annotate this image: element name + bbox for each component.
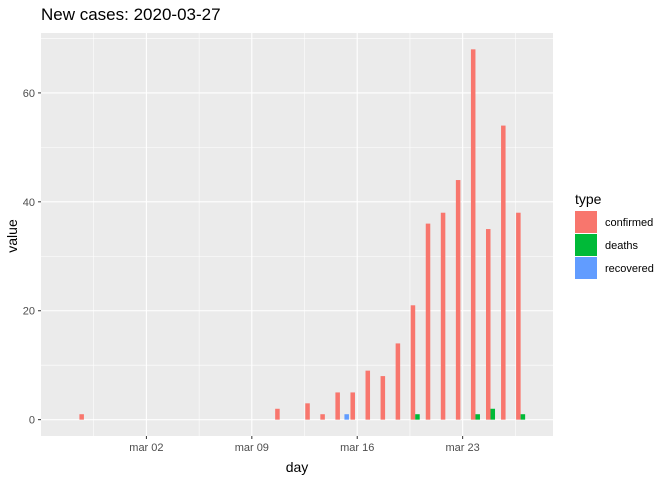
bar-confirmed: [380, 376, 386, 420]
legend: type confirmed deaths recovered: [575, 191, 654, 279]
bar-recovered: [344, 414, 349, 420]
legend-label-confirmed: confirmed: [605, 217, 653, 229]
chart-title: New cases: 2020-03-27: [41, 5, 221, 24]
legend-key-confirmed: [575, 211, 597, 233]
legend-label-deaths: deaths: [605, 240, 639, 252]
bar-confirmed: [79, 414, 84, 420]
x-axis: mar 02 mar 09 mar 16 mar 23: [129, 436, 480, 454]
bar-confirmed: [305, 403, 310, 420]
bar-confirmed: [410, 305, 416, 420]
legend-key-recovered: [575, 257, 597, 279]
y-axis: 0 20 40 60: [23, 88, 41, 427]
bar-deaths: [415, 414, 420, 420]
x-tick-label: mar 09: [235, 442, 269, 454]
bar-confirmed: [516, 212, 521, 420]
bar-confirmed: [501, 125, 506, 420]
plot-panel: [41, 33, 553, 436]
bar-deaths: [475, 414, 480, 420]
x-tick-label: mar 02: [129, 442, 163, 454]
x-tick-label: mar 23: [446, 442, 480, 454]
bar-confirmed: [320, 414, 325, 420]
grid: [41, 33, 553, 436]
bar-confirmed: [440, 212, 446, 420]
y-tick-label: 20: [23, 306, 35, 318]
bar-confirmed: [275, 408, 280, 420]
bars: [79, 49, 526, 420]
bar-confirmed: [470, 49, 476, 420]
bar-confirmed: [395, 343, 401, 420]
bar-confirmed: [365, 370, 371, 420]
y-axis-title: value: [4, 219, 20, 253]
bar-confirmed: [425, 223, 431, 420]
y-tick-label: 40: [23, 197, 35, 209]
x-tick-label: mar 16: [340, 442, 374, 454]
bar-confirmed: [350, 392, 355, 420]
y-tick-label: 60: [23, 88, 35, 100]
legend-title: type: [575, 191, 602, 207]
bar-confirmed: [455, 180, 461, 420]
y-tick-label: 0: [29, 415, 35, 427]
x-axis-title: day: [286, 459, 309, 475]
bar-deaths: [490, 408, 496, 420]
legend-label-recovered: recovered: [605, 263, 654, 275]
legend-key-deaths: [575, 234, 597, 256]
bar-deaths: [520, 414, 526, 420]
bar-confirmed: [485, 229, 491, 420]
bar-confirmed: [335, 392, 340, 420]
